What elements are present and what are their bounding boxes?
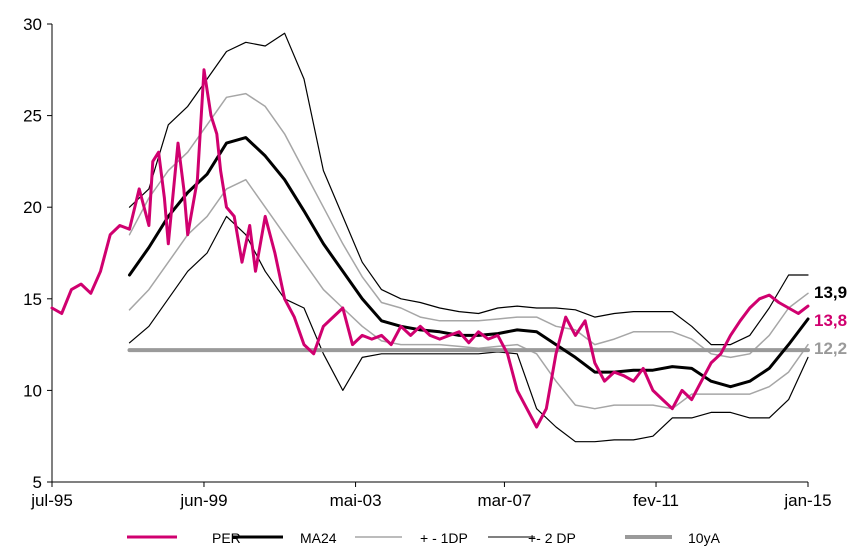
legend: PER MA24 + - 1DP +- 2 DP 10yA	[127, 530, 721, 546]
y-tick-label: 20	[23, 198, 42, 217]
y-tick-label: 30	[23, 15, 42, 34]
y-tick-label: 5	[33, 473, 42, 492]
y-tick-label: 10	[23, 381, 42, 400]
end-label: 13,9	[814, 283, 847, 302]
legend-label-2-dp: +- 2 DP	[528, 530, 576, 546]
end-labels: 13,9 13,8 12,2	[814, 283, 847, 358]
x-tick-label: jul-95	[30, 491, 73, 510]
end-label: 13,8	[814, 311, 847, 330]
series-line-1dp	[128, 92, 809, 359]
axes: 5 10 15 20 25 30 jul-95 jun-99 mai-03 mar-07 fev-1…	[23, 15, 832, 510]
x-tick-label: mar-07	[478, 491, 532, 510]
series-layer	[50, 32, 810, 443]
series-line-2-dp-lower	[128, 215, 809, 443]
legend-label-1dp: + - 1DP	[420, 530, 468, 546]
legend-label-per: PER	[212, 530, 241, 546]
legend-label-ma24: MA24	[300, 530, 337, 546]
y-tick-label: 25	[23, 107, 42, 126]
end-label: 12,2	[814, 339, 847, 358]
legend-label-10ya: 10yA	[688, 530, 721, 546]
y-tick-label: 15	[23, 290, 42, 309]
x-tick-label: jan-15	[783, 491, 831, 510]
x-tick-label: jun-99	[179, 491, 227, 510]
series-line-per	[50, 68, 810, 429]
x-tick-label: mai-03	[330, 491, 382, 510]
series-line-2-dp	[128, 32, 809, 346]
x-tick-label: fev-11	[633, 491, 679, 510]
series-line-ma24	[128, 136, 810, 389]
